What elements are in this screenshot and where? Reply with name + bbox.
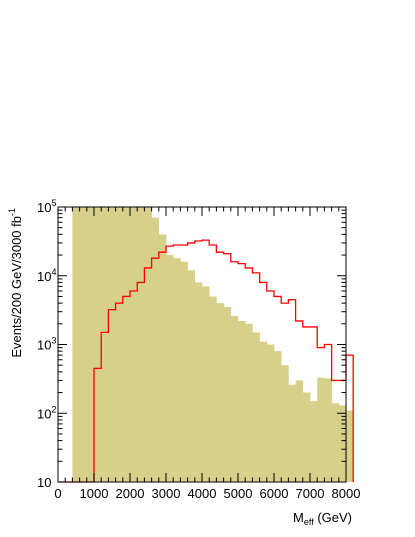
x-tick-label: 7000 [296, 486, 325, 501]
histogram-bar [238, 320, 246, 482]
histogram-bar [86, 207, 95, 482]
histogram-bar [144, 207, 152, 482]
y-axis-label: Events/200 GeV/3000 fb-1 [7, 208, 24, 358]
x-tick-label: 0 [54, 486, 61, 501]
histogram-bar [338, 449, 346, 482]
histogram-bar [331, 403, 340, 482]
y-tick-label: 102 [37, 404, 56, 421]
histogram-bar [202, 286, 210, 482]
x-tick-label: 4000 [188, 486, 217, 501]
histogram-bar [79, 207, 88, 482]
histogram-bar [180, 261, 188, 482]
x-tick-label: 2000 [116, 486, 145, 501]
histogram-bar [317, 377, 325, 482]
x-tick-label: 3000 [152, 486, 181, 501]
x-axis-label-sub: eff [304, 517, 314, 527]
x-axis-label-main: M [293, 510, 304, 525]
histogram-bar [108, 207, 116, 482]
histogram-bar [216, 303, 224, 482]
x-tick-label: 5000 [224, 486, 253, 501]
x-tick-label: 8000 [332, 486, 361, 501]
x-axis-label: Meff (GeV) [293, 510, 352, 527]
histogram-bar [346, 410, 354, 482]
y-tick-label: 105 [37, 198, 56, 215]
x-tick-label: 1000 [80, 486, 109, 501]
step-line [58, 239, 354, 483]
histogram-bar [252, 332, 260, 482]
histogram-bar [209, 296, 217, 482]
histogram-bar [259, 341, 268, 482]
step-histogram [58, 239, 354, 483]
x-axis-label-unit: (GeV) [314, 510, 352, 525]
filled-histogram [72, 207, 354, 482]
histogram-bar [173, 258, 181, 482]
histogram-bar [151, 217, 160, 482]
y-axis-label-sup: -1 [7, 208, 17, 216]
histogram-bar [115, 207, 124, 482]
y-tick-label: 104 [37, 267, 56, 284]
histogram-bar [223, 307, 232, 482]
histogram-bar [310, 401, 318, 482]
histogram-bar [137, 207, 145, 482]
histogram-bar [245, 323, 253, 482]
y-tick-label: 103 [37, 336, 56, 353]
histogram-bar [324, 378, 332, 482]
histogram-bar [230, 315, 239, 482]
histogram-bar [194, 282, 203, 482]
histogram-bar [72, 207, 80, 482]
x-axis-ticks: 0 1000 2000 3000 4000 5000 6000 7000 8000 [54, 207, 360, 501]
histogram-bar [274, 351, 282, 482]
histogram-bar [101, 207, 109, 482]
y-tick-label: 10 [37, 475, 51, 490]
histogram-bar [338, 405, 347, 482]
histogram-bar [187, 270, 196, 482]
histogram-bar [122, 207, 131, 482]
y-axis-ticks: 10 102 103 104 105 [37, 198, 346, 490]
x-tick-label: 6000 [260, 486, 289, 501]
histogram-bar [158, 234, 167, 482]
histogram-bar [302, 392, 311, 482]
histogram-bar [266, 344, 275, 482]
histogram-bar [281, 365, 289, 482]
histogram-bar [288, 384, 296, 482]
histogram-bar [166, 255, 174, 482]
histogram-bar [130, 207, 138, 482]
histogram-bar [295, 380, 304, 482]
y-axis-label-main: Events/200 GeV/3000 fb [9, 216, 24, 358]
histogram-bar [94, 207, 102, 482]
